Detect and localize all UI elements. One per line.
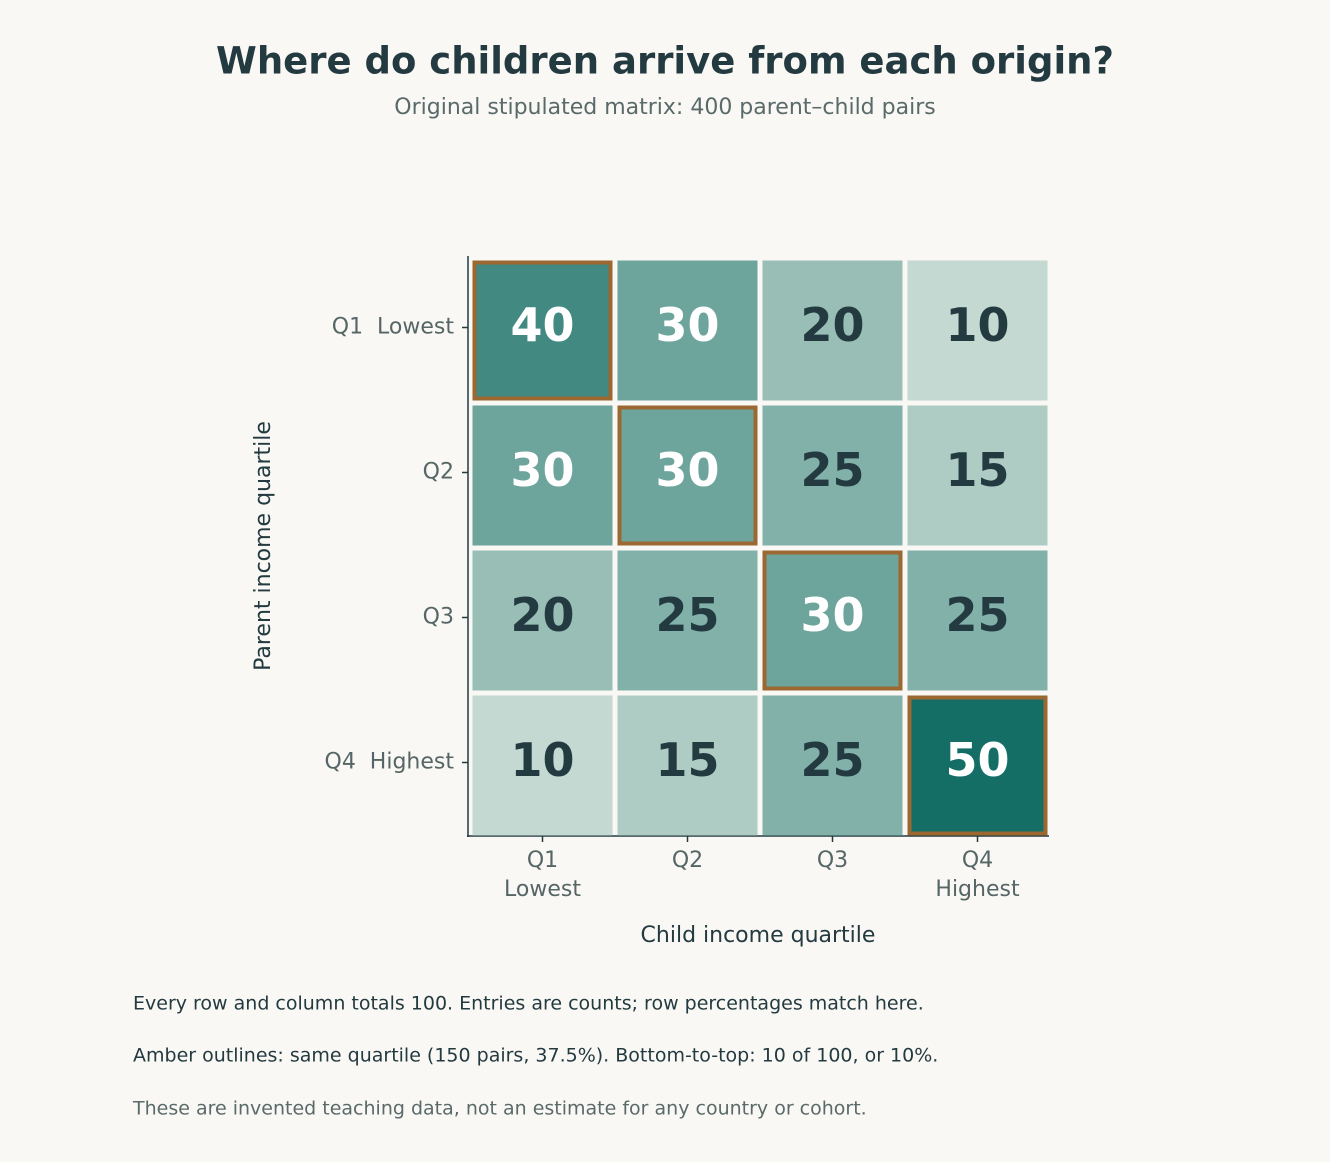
cell <box>617 260 758 401</box>
cell <box>472 260 613 401</box>
value-label: 25 <box>800 443 864 497</box>
value-label: 15 <box>655 733 719 787</box>
value-label: 20 <box>800 298 864 352</box>
cell <box>762 260 903 401</box>
cell <box>907 550 1048 691</box>
cell <box>617 550 758 691</box>
note: These are invented teaching data, not an… <box>132 1098 867 1120</box>
y-axis-label: Parent income quartile <box>251 421 276 671</box>
diagonal-outline <box>617 405 758 546</box>
value-label: 25 <box>655 588 719 642</box>
diagonal-outline <box>762 550 903 691</box>
cell <box>907 405 1048 546</box>
diagonal-outline <box>472 260 613 401</box>
cell <box>472 405 613 546</box>
x-tick-label-line: Q4 <box>962 848 993 873</box>
chart-title: Where do children arrive from each origi… <box>216 40 1114 83</box>
value-label: 30 <box>510 443 574 497</box>
diagonal-outline <box>907 695 1048 836</box>
cell <box>762 405 903 546</box>
cell <box>762 550 903 691</box>
value-label: 50 <box>945 733 1009 787</box>
cell <box>472 695 613 836</box>
x-tick-label-line: Q2 <box>672 848 703 873</box>
cell <box>907 695 1048 836</box>
value-label: 30 <box>655 443 719 497</box>
y-tick-label: Q4 Highest <box>325 750 455 775</box>
note: Every row and column totals 100. Entries… <box>133 993 924 1015</box>
value-label: 20 <box>510 588 574 642</box>
cell <box>762 695 903 836</box>
x-tick-label-line: Highest <box>935 877 1020 902</box>
y-tick-label: Q1 Lowest <box>332 315 455 340</box>
cell <box>617 405 758 546</box>
x-tick-label: Q1 Lowest <box>504 848 581 902</box>
value-label: 10 <box>510 733 574 787</box>
x-tick-label: Q3 <box>817 848 848 873</box>
note: Amber outlines: same quartile (150 pairs… <box>133 1045 938 1067</box>
value-label: 30 <box>655 298 719 352</box>
value-label: 25 <box>800 733 864 787</box>
x-tick-label-line: Lowest <box>504 877 581 902</box>
value-label: 15 <box>945 443 1009 497</box>
x-tick-label-line: Q3 <box>817 848 848 873</box>
x-tick-label: Q2 <box>672 848 703 873</box>
value-label: 25 <box>945 588 1009 642</box>
value-label: 40 <box>510 298 574 352</box>
x-axis-label: Child income quartile <box>641 923 876 948</box>
value-label: 30 <box>800 588 864 642</box>
y-tick-label: Q2 <box>423 460 454 485</box>
cell <box>617 695 758 836</box>
y-tick-label: Q3 <box>423 605 454 630</box>
x-tick-label-line: Q1 <box>527 848 558 873</box>
x-tick-label: Q4 Highest <box>935 848 1020 902</box>
cell <box>907 260 1048 401</box>
cell <box>472 550 613 691</box>
value-label: 10 <box>945 298 1009 352</box>
chart-subtitle: Original stipulated matrix: 400 parent–c… <box>394 95 935 120</box>
